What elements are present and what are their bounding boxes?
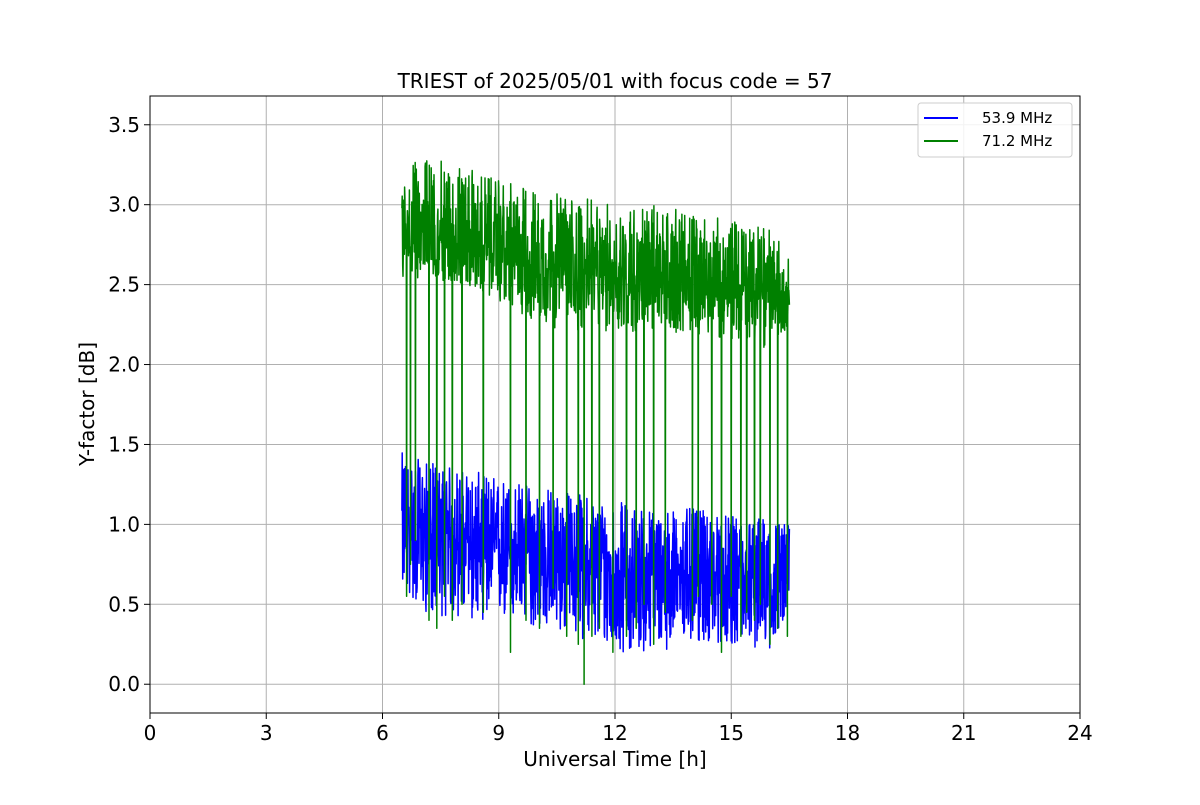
x-tick-label: 3 [260, 721, 273, 745]
y-tick-label: 3.5 [108, 113, 140, 137]
series-line-2 [401, 160, 791, 685]
x-tick-label: 15 [719, 721, 744, 745]
y-tick-label: 0.5 [108, 592, 140, 616]
x-tick-label: 18 [835, 721, 860, 745]
y-axis: 0.0 0.5 1.0 1.5 2.0 2.5 3.0 3.5 [108, 113, 150, 696]
legend-box [917, 102, 1073, 158]
x-tick-label: 6 [376, 721, 389, 745]
y-tick-label: 0.0 [108, 672, 140, 696]
x-tick-label: 12 [602, 721, 627, 745]
y-tick-label: 3.0 [108, 193, 140, 217]
legend-label: 71.2 MHz [982, 132, 1052, 150]
x-tick-label: 24 [1067, 721, 1092, 745]
legend-label: 53.9 MHz [982, 109, 1052, 127]
y-axis-label: Y-factor [dB] [75, 342, 99, 467]
x-tick-label: 0 [144, 721, 157, 745]
series-line-1 [401, 452, 791, 653]
x-tick-label: 21 [951, 721, 976, 745]
y-tick-label: 1.5 [108, 432, 140, 456]
y-tick-label: 2.0 [108, 353, 140, 377]
x-axis: 0 3 6 9 12 15 18 21 24 [144, 713, 1093, 745]
x-tick-label: 9 [492, 721, 505, 745]
plot-area [401, 160, 791, 685]
y-tick-label: 1.0 [108, 512, 140, 536]
y-tick-label: 2.5 [108, 273, 140, 297]
legend: 53.9 MHz 71.2 MHz [917, 102, 1073, 158]
x-axis-label: Universal Time [h] [523, 747, 706, 771]
chart-title: TRIEST of 2025/05/01 with focus code = 5… [397, 69, 833, 93]
